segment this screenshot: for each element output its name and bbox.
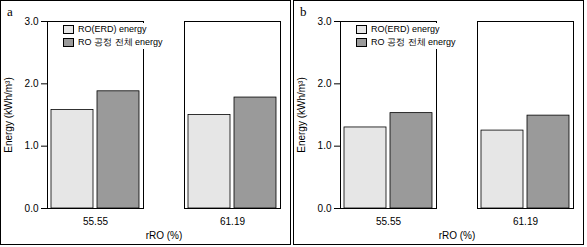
svg-text:1.0: 1.0 [318,140,332,151]
svg-text:0.0: 0.0 [318,203,332,214]
html-text:a: a [7,4,13,19]
svg-text:2.0: 2.0 [25,78,39,89]
html-text:RO(ERD) energy: RO(ERD) energy [371,24,440,34]
svg-text:3.0: 3.0 [25,16,39,27]
svg-text:61.19: 61.19 [220,216,245,227]
svg-text:55.55: 55.55 [376,216,401,227]
svg-text:rRO (%): rRO (%) [439,230,476,241]
html-text:RO 공정 전체 energy: RO 공정 전체 energy [78,37,163,47]
svg-text:55.55: 55.55 [83,216,108,227]
html-text:b: b [300,4,307,19]
svg-text:0.0: 0.0 [25,203,39,214]
svg-text:2.0: 2.0 [318,78,332,89]
svg-text:1.0: 1.0 [25,140,39,151]
svg-text:Energy (kWh/m³): Energy (kWh/m³) [3,77,14,153]
svg-text:rRO (%): rRO (%) [146,230,183,241]
html-text:RO 공정 전체 energy: RO 공정 전체 energy [371,37,456,47]
svg-text:3.0: 3.0 [318,16,332,27]
svg-text:Energy (kWh/m³): Energy (kWh/m³) [296,77,307,153]
html-text:RO(ERD) energy: RO(ERD) energy [78,24,147,34]
svg-text:61.19: 61.19 [513,216,538,227]
